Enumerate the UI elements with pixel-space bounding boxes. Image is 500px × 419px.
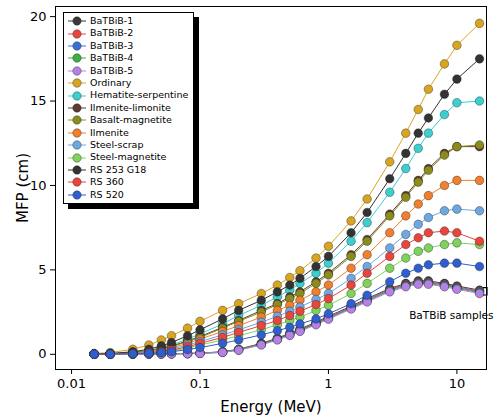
html-text:Hematite-serpentine: Hematite-serpentine xyxy=(90,89,189,101)
html-text:BaTBiB-2: BaTBiB-2 xyxy=(90,27,134,39)
html-text:Ilmenite-limonite: Ilmenite-limonite xyxy=(90,101,171,113)
svg-text:0.01: 0.01 xyxy=(57,376,86,391)
html-text:BaTBiB-5: BaTBiB-5 xyxy=(90,64,134,76)
svg-text:5: 5 xyxy=(38,262,46,277)
html-text:Ordinary: Ordinary xyxy=(90,77,132,88)
svg-text:MFP (cm): MFP (cm) xyxy=(14,153,32,223)
html-text:RS 253 G18: RS 253 G18 xyxy=(90,163,147,175)
svg-text:0.1: 0.1 xyxy=(190,376,211,391)
svg-text:15: 15 xyxy=(30,93,47,108)
svg-text:Energy (MeV): Energy (MeV) xyxy=(220,398,321,416)
html-text:Ilmenite: Ilmenite xyxy=(90,126,129,138)
html-text:Steel-magnetite: Steel-magnetite xyxy=(90,151,167,163)
html-text:BaTBiB-1: BaTBiB-1 xyxy=(90,15,134,26)
svg-text:1: 1 xyxy=(324,376,332,391)
svg-text:10: 10 xyxy=(449,376,466,391)
html-text:BaTBiB-3: BaTBiB-3 xyxy=(90,39,134,51)
html-text:RS 360: RS 360 xyxy=(90,176,124,188)
html-text:Basalt-magnetite: Basalt-magnetite xyxy=(90,114,172,126)
svg-text:0: 0 xyxy=(38,346,46,361)
html-text:Steel-scrap: Steel-scrap xyxy=(90,139,144,151)
svg-text:BaTBiB samples: BaTBiB samples xyxy=(409,309,493,321)
svg-text:10: 10 xyxy=(30,178,47,193)
html-text:BaTBiB-4: BaTBiB-4 xyxy=(90,52,134,64)
html-text:RS 520: RS 520 xyxy=(90,188,124,200)
svg-text:20: 20 xyxy=(30,9,47,24)
